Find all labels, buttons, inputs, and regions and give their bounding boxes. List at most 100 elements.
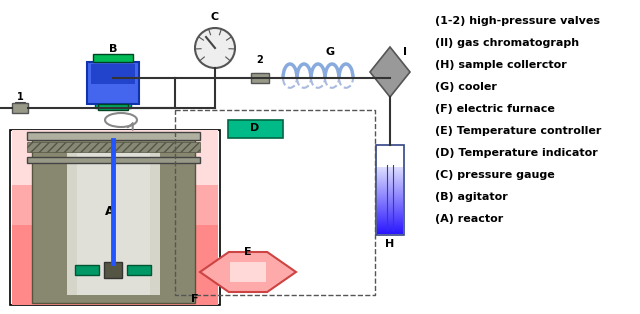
Bar [377,173,403,174]
Bar [98,104,128,110]
Bar [377,223,403,224]
Bar [377,225,403,226]
Bar [377,192,403,193]
Bar [377,195,403,196]
Text: D: D [250,123,260,133]
Bar [32,135,195,303]
Bar [377,168,403,169]
Bar [67,143,77,295]
Bar [377,203,403,204]
Bar [377,205,403,206]
Bar [127,265,151,275]
Bar [254,73,264,78]
Bar [93,54,133,62]
Bar [87,62,139,104]
Bar [377,228,403,229]
Text: (1-2) high-pressure valves: (1-2) high-pressure valves [435,16,600,26]
Bar [377,213,403,214]
Bar [75,265,99,275]
Polygon shape [200,252,296,292]
Bar [377,207,403,208]
Bar [377,211,403,212]
Bar [377,167,403,168]
Circle shape [195,28,235,68]
Bar [377,220,403,221]
Text: A: A [105,205,115,218]
Bar [377,189,403,190]
Bar [95,98,131,108]
Bar [251,73,269,83]
Text: (II) gas chromatograph: (II) gas chromatograph [435,38,579,48]
Bar [230,262,266,282]
Bar [12,185,218,225]
Bar [377,212,403,213]
Bar [377,227,403,228]
Bar [228,120,283,138]
Bar [377,194,403,195]
Text: G: G [325,47,335,57]
Text: 2: 2 [257,55,264,65]
Text: I: I [403,47,407,57]
Bar [12,103,28,113]
Bar [377,204,403,205]
Bar [377,218,403,219]
Bar [377,231,403,232]
Bar [377,180,403,181]
Bar [377,171,403,172]
Bar [377,217,403,218]
Text: (D) Temperature indicator: (D) Temperature indicator [435,148,598,158]
Bar [377,215,403,216]
Bar [377,188,403,189]
Bar [377,200,403,201]
Bar [377,179,403,180]
Text: (G) cooler: (G) cooler [435,82,497,92]
Bar [377,172,403,173]
Bar [377,169,403,170]
Text: F: F [191,294,199,304]
Text: (B) agitator: (B) agitator [435,192,508,202]
Bar [91,64,135,84]
Bar [377,206,403,207]
Bar [377,226,403,227]
Bar [377,183,403,184]
Bar [12,130,218,185]
Text: (E) Temperature controller: (E) Temperature controller [435,126,602,136]
Bar [377,187,403,188]
Bar [377,175,403,176]
Bar [377,177,403,178]
Text: B: B [109,44,117,54]
Bar [12,225,218,305]
Bar [15,102,25,107]
Bar [377,202,403,203]
Bar [377,198,403,199]
Bar [376,145,404,235]
Text: H: H [385,239,395,249]
Bar [377,210,403,211]
Bar [377,191,403,192]
Polygon shape [370,47,410,97]
Bar [377,178,403,179]
Bar [377,229,403,230]
Bar [377,170,403,171]
Bar [377,221,403,222]
Bar [377,232,403,233]
Bar [377,190,403,191]
Bar [27,157,200,163]
Text: 1: 1 [17,92,24,102]
Bar [377,193,403,194]
Bar [377,184,403,185]
Text: (A) reactor: (A) reactor [435,214,503,224]
Bar [150,143,160,295]
Bar [377,219,403,220]
Text: E: E [244,247,252,257]
Bar [377,201,403,202]
Bar [377,181,403,182]
Bar [377,182,403,183]
Bar [377,222,403,223]
Text: (C) pressure gauge: (C) pressure gauge [435,170,555,180]
Bar [377,186,403,187]
Bar [10,130,220,305]
Text: C: C [211,12,219,22]
Bar [27,132,200,140]
Bar [377,233,403,234]
